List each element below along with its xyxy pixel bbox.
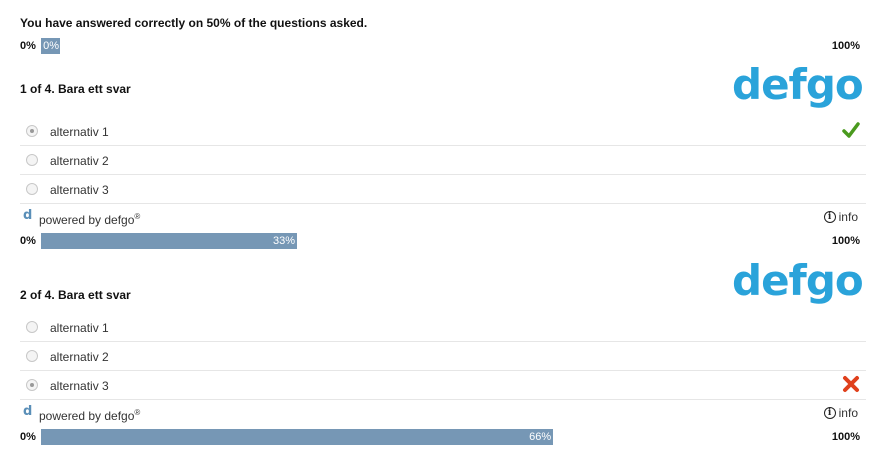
- d-icon: d: [23, 404, 33, 419]
- progress-min-label: 0%: [20, 40, 36, 52]
- radio-button[interactable]: [26, 154, 38, 166]
- info-label: info: [838, 210, 858, 224]
- option-3[interactable]: alternativ 3: [20, 371, 866, 400]
- option-1[interactable]: alternativ 1: [20, 117, 866, 146]
- progress-value-label: 66%: [529, 431, 552, 443]
- question-title: 1 of 4. Bara ett svar: [20, 82, 131, 96]
- radio-button[interactable]: [26, 379, 38, 391]
- info-icon: i: [823, 407, 836, 419]
- defgo-logo: defgo: [732, 256, 864, 305]
- powered-by-label: powered by defgo®: [39, 212, 141, 227]
- question-progress: 0% 66% 100%: [20, 429, 862, 445]
- radio-button[interactable]: [26, 183, 38, 195]
- progress-max-label: 100%: [831, 235, 860, 247]
- option-label: alternativ 1: [50, 125, 109, 139]
- radio-button[interactable]: [26, 350, 38, 362]
- progress-value-label: 33%: [273, 235, 296, 247]
- option-2[interactable]: alternativ 2: [20, 342, 866, 371]
- info-label: info: [838, 406, 858, 420]
- option-label: alternativ 3: [50, 379, 109, 393]
- question-title: 2 of 4. Bara ett svar: [20, 288, 131, 302]
- progress-max-label: 100%: [831, 40, 860, 52]
- option-label: alternativ 2: [50, 350, 109, 364]
- question-progress: 0% 33% 100%: [20, 233, 862, 249]
- radio-button[interactable]: [26, 125, 38, 137]
- radio-button[interactable]: [26, 321, 38, 333]
- option-2[interactable]: alternativ 2: [20, 146, 866, 175]
- info-button[interactable]: i info: [823, 210, 858, 224]
- progress-track: 66%: [41, 429, 817, 445]
- option-3[interactable]: alternativ 3: [20, 175, 866, 204]
- progress-track: 33%: [41, 233, 817, 249]
- progress-fill: 0%: [41, 38, 60, 54]
- option-label: alternativ 1: [50, 321, 109, 335]
- progress-track: 0%: [41, 38, 817, 54]
- option-label: alternativ 3: [50, 183, 109, 197]
- summary-progress: 0% 0% 100%: [20, 38, 862, 54]
- question-footer: d powered by defgo® i info: [20, 404, 862, 424]
- progress-max-label: 100%: [831, 431, 860, 443]
- progress-min-label: 0%: [20, 235, 36, 247]
- d-icon: d: [23, 208, 33, 223]
- progress-fill: 33%: [41, 233, 298, 249]
- option-label: alternativ 2: [50, 154, 109, 168]
- info-button[interactable]: i info: [823, 406, 858, 420]
- progress-fill: 66%: [41, 429, 554, 445]
- info-icon: i: [823, 211, 836, 223]
- checkmark-icon: [842, 122, 860, 138]
- question-footer: d powered by defgo® i info: [20, 208, 862, 228]
- option-1[interactable]: alternativ 1: [20, 313, 866, 342]
- defgo-logo: defgo: [732, 60, 864, 109]
- progress-value-label: 0%: [43, 40, 59, 52]
- powered-by-label: powered by defgo®: [39, 408, 141, 423]
- progress-min-label: 0%: [20, 431, 36, 443]
- cross-icon: [843, 376, 859, 392]
- summary-title: You have answered correctly on 50% of th…: [20, 16, 368, 30]
